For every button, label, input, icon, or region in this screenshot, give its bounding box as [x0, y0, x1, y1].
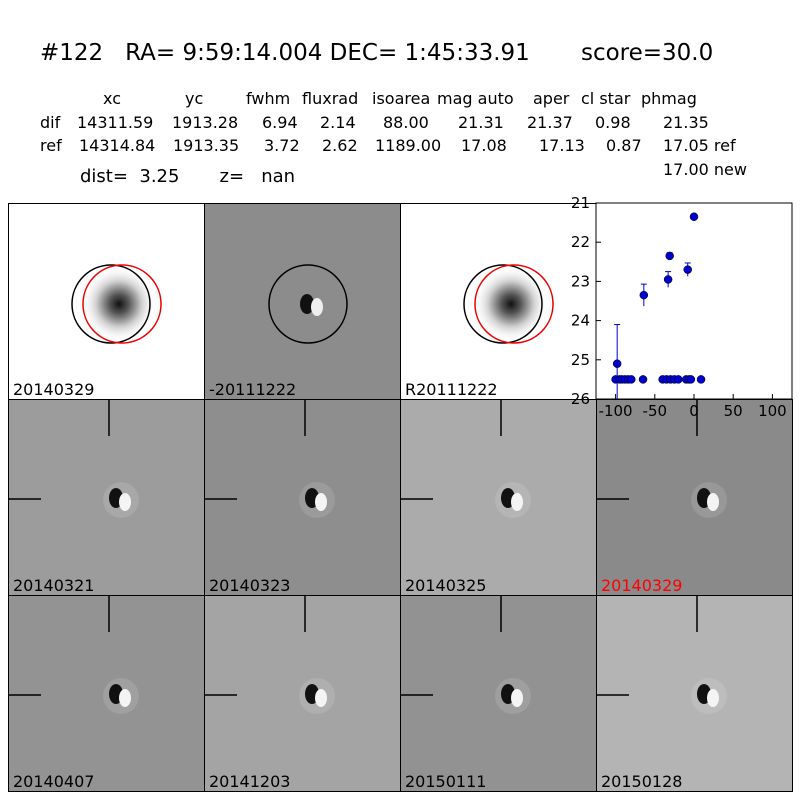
- stamp-panel: R20111222: [400, 203, 597, 400]
- dist-z-readout: dist= 3.25 z= nan: [80, 166, 296, 187]
- stamp-date-label: 20140323: [209, 576, 291, 595]
- stamp-date-label: 20140407: [13, 772, 95, 791]
- stamp-date-label: 20140329: [13, 380, 95, 399]
- x-tick-label: -100: [599, 402, 633, 420]
- ref-isoarea: 1189.00: [375, 136, 442, 155]
- col-cl-star: cl star: [581, 89, 631, 108]
- ref-fwhm: 3.72: [264, 136, 300, 155]
- row-dif-label: dif: [40, 113, 61, 132]
- dif-cl-star: 0.98: [595, 113, 631, 132]
- stamp-image: [401, 400, 531, 518]
- ref-fluxrad: 2.62: [322, 136, 358, 155]
- data-point: [665, 251, 674, 261]
- ref-aper: 17.13: [539, 136, 585, 155]
- y-tick-label: 26: [571, 390, 590, 408]
- y-tick-label: 22: [571, 233, 590, 251]
- stamp-date-label: 20140325: [405, 576, 487, 595]
- stamp-image: [71, 264, 162, 344]
- stamp-image: [205, 400, 335, 518]
- stamp-date-label: 20140321: [13, 576, 95, 595]
- x-tick-label: -50: [643, 402, 668, 420]
- stamp-date-label: 20141203: [209, 772, 291, 791]
- y-tick-label: 24: [571, 312, 590, 330]
- light-curve-chart: -100 -50 0 50 100 21 22 23 24 25 26: [571, 194, 793, 420]
- light-curve-panel: -100 -50 0 50 100 21 22 23 24 25 26: [571, 194, 793, 420]
- data-point: [696, 375, 706, 384]
- col-fwhm: fwhm: [246, 89, 291, 108]
- stamp-image: [401, 596, 531, 714]
- col-yc: yc: [185, 89, 204, 108]
- stamp-panel: 20150128: [596, 595, 793, 792]
- page-title: #122 RA= 9:59:14.004 DEC= 1:45:33.91 sco…: [40, 40, 714, 66]
- dif-isoarea: 88.00: [383, 113, 429, 132]
- stamp-panel: 20140329: [8, 203, 205, 400]
- ref-xc: 14314.84: [79, 136, 156, 155]
- y-tick-label: 23: [571, 272, 590, 290]
- stamp-image: [9, 596, 139, 714]
- data-point: [689, 212, 699, 221]
- stamp-date-label: -20111222: [209, 380, 297, 399]
- dif-aper: 21.37: [527, 113, 573, 132]
- data-point: [663, 275, 673, 284]
- ref-phmag: 17.05 ref: [663, 136, 736, 155]
- dif-yc: 1913.28: [172, 113, 239, 132]
- stamp-image: [597, 596, 727, 714]
- data-point: [627, 375, 636, 384]
- col-fluxrad: fluxrad: [302, 89, 359, 108]
- stamp-panel: 20141203: [204, 595, 401, 792]
- stamp-panel: 20140323: [204, 399, 401, 596]
- dif-phmag: 21.35: [663, 113, 709, 132]
- stamp-image: [9, 400, 139, 518]
- stamp-date-label: 20150128: [601, 772, 683, 791]
- x-tick-label: 100: [758, 402, 787, 420]
- x-tick-label: 50: [724, 402, 743, 420]
- data-point: [683, 265, 692, 274]
- stamp-panel: -20111222: [204, 203, 401, 400]
- stamp-panel: 20140325: [400, 399, 597, 596]
- x-tick-label: 0: [689, 402, 699, 420]
- data-point: [638, 375, 648, 384]
- new-mag: 17.00 new: [663, 160, 747, 179]
- ref-yc: 1913.35: [173, 136, 240, 155]
- data-point: [639, 290, 649, 300]
- y-tick-label: 25: [571, 351, 590, 369]
- stamp-image: [268, 264, 348, 344]
- plot-frame: [595, 202, 793, 400]
- row-ref-label: ref: [40, 136, 62, 155]
- col-isoarea: isoarea: [372, 89, 431, 108]
- col-phmag: phmag: [641, 89, 697, 108]
- stamp-panel: 20140407: [8, 595, 205, 792]
- stamp-panel: 20150111: [400, 595, 597, 792]
- stamp-image: [597, 400, 727, 518]
- data-point: [674, 375, 683, 384]
- col-mag-auto: mag auto: [437, 89, 514, 108]
- data-point: [686, 375, 696, 384]
- stamp-panel: 20140329: [596, 399, 793, 596]
- ref-cl-star: 0.87: [606, 136, 642, 155]
- dif-fwhm: 6.94: [262, 113, 298, 132]
- data-point: [612, 359, 622, 368]
- dif-fluxrad: 2.14: [320, 113, 356, 132]
- stamp-panel: 20140321: [8, 399, 205, 596]
- dif-mag-auto: 21.31: [458, 113, 504, 132]
- y-tick-label: 21: [571, 194, 590, 212]
- dif-xc: 14311.59: [77, 113, 154, 132]
- stamp-date-label: R20111222: [405, 380, 498, 399]
- col-aper: aper: [533, 89, 570, 108]
- stamp-date-label: 20150111: [405, 772, 487, 791]
- ref-mag-auto: 17.08: [461, 136, 507, 155]
- stamp-image: [463, 264, 554, 344]
- stamp-date-label: 20140329: [601, 576, 683, 595]
- col-xc: xc: [103, 89, 121, 108]
- stamp-image: [205, 596, 335, 714]
